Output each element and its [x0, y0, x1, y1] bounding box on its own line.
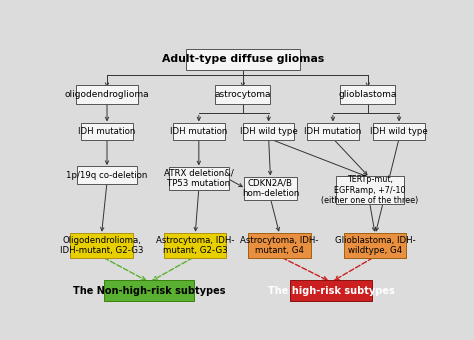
FancyBboxPatch shape	[76, 85, 138, 104]
Text: Oligodendrolioma,
IDH-mutant, G2-G3: Oligodendrolioma, IDH-mutant, G2-G3	[60, 236, 143, 255]
Text: IDH mutation: IDH mutation	[170, 127, 228, 136]
Text: ATRX deletion&/
TP53 mutation: ATRX deletion&/ TP53 mutation	[164, 169, 234, 188]
FancyBboxPatch shape	[169, 167, 229, 190]
Text: astrocytoma: astrocytoma	[215, 90, 271, 99]
FancyBboxPatch shape	[244, 177, 297, 200]
FancyBboxPatch shape	[70, 233, 133, 258]
FancyBboxPatch shape	[344, 233, 406, 258]
FancyBboxPatch shape	[340, 85, 395, 104]
Text: The high-risk subtypes: The high-risk subtypes	[268, 286, 394, 296]
FancyBboxPatch shape	[173, 123, 225, 140]
Text: Astrocytoma, IDH-
mutant, G2-G3: Astrocytoma, IDH- mutant, G2-G3	[156, 236, 235, 255]
FancyBboxPatch shape	[186, 49, 300, 70]
Text: Glioblastoma, IDH-
wildtype, G4: Glioblastoma, IDH- wildtype, G4	[335, 236, 416, 255]
FancyBboxPatch shape	[248, 233, 311, 258]
Text: IDH mutation: IDH mutation	[78, 127, 136, 136]
Text: IDH wild type: IDH wild type	[240, 127, 298, 136]
FancyBboxPatch shape	[104, 280, 194, 301]
Text: Astrocytoma, IDH-
mutant, G4: Astrocytoma, IDH- mutant, G4	[240, 236, 319, 255]
Text: TERTp-mut,
EGFRamp, +7/-10
(either one of the three): TERTp-mut, EGFRamp, +7/-10 (either one o…	[321, 175, 418, 205]
Text: IDH wild type: IDH wild type	[370, 127, 428, 136]
FancyBboxPatch shape	[336, 176, 404, 204]
Text: IDH mutation: IDH mutation	[304, 127, 362, 136]
FancyBboxPatch shape	[243, 123, 294, 140]
Text: CDKN2A/B
hom-deletion: CDKN2A/B hom-deletion	[242, 179, 299, 198]
FancyBboxPatch shape	[215, 85, 271, 104]
Text: 1p/19q co-deletion: 1p/19q co-deletion	[66, 171, 148, 180]
Text: The Non-high-risk subtypes: The Non-high-risk subtypes	[73, 286, 226, 296]
Text: Adult-type diffuse gliomas: Adult-type diffuse gliomas	[162, 54, 324, 64]
Text: glioblastoma: glioblastoma	[338, 90, 397, 99]
FancyBboxPatch shape	[307, 123, 359, 140]
FancyBboxPatch shape	[374, 123, 425, 140]
FancyBboxPatch shape	[77, 166, 137, 184]
Text: oligodendroglioma: oligodendroglioma	[64, 90, 149, 99]
FancyBboxPatch shape	[290, 280, 373, 301]
FancyBboxPatch shape	[82, 123, 133, 140]
FancyBboxPatch shape	[164, 233, 227, 258]
